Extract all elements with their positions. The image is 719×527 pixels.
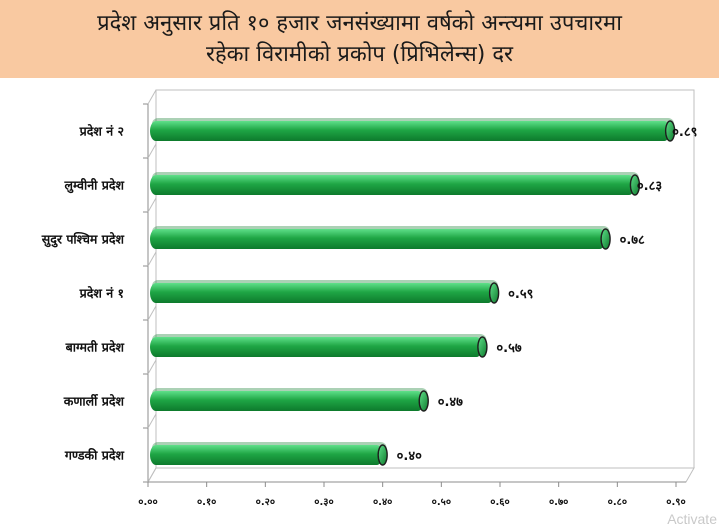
bar-end-cap [600, 228, 611, 250]
bar-body [150, 391, 424, 411]
bar-6 [150, 388, 429, 412]
category-label: प्रदेश नं १ [79, 286, 124, 301]
value-label: ०.५७ [496, 341, 521, 356]
category-label: लुम्वीनी प्रदेश [63, 178, 124, 194]
bar-body [150, 283, 495, 303]
y-axis-depth-tick [147, 89, 157, 105]
bar-end-cap [488, 282, 500, 304]
x-tick-label: ०.८० [608, 497, 627, 508]
bar-body [150, 175, 635, 195]
value-label: ०.८९ [672, 125, 697, 140]
bar-end-cap [418, 390, 429, 412]
bar-end-cap [629, 174, 641, 196]
x-tick-label: ०.२० [256, 497, 275, 508]
bar-end-cap [664, 120, 676, 142]
x-tick-label: ०.९० [666, 497, 685, 508]
bar-body [150, 229, 606, 249]
category-label: कणार्ली प्रदेश [63, 394, 125, 409]
y-axis-depth-tick [147, 143, 157, 159]
bar-body [150, 337, 483, 357]
category-label: प्रदेश नं २ [79, 124, 124, 139]
plot-floor [147, 467, 695, 483]
y-axis-depth-tick [147, 413, 157, 429]
bar-body [150, 445, 383, 465]
chart-title-band: प्रदेश अनुसार प्रति १० हजार जनसंख्यामा व… [0, 0, 719, 78]
bar-5 [150, 334, 488, 358]
category-label: सुदुर पश्चिम प्रदेश [41, 232, 125, 248]
bar-2 [150, 172, 641, 196]
x-tick-label: ०.१० [197, 497, 216, 508]
y-axis-depth-tick [147, 251, 157, 267]
value-label: ०.५९ [508, 287, 533, 302]
axes: ०.०० ०.१० ०.२० ०.३० ०.४० ०.५० ०.६० ०.७० ०.८० ०.९० [138, 89, 686, 508]
value-label: ०.८३ [637, 179, 662, 194]
bar-7 [150, 442, 388, 466]
x-tick-label: ०.०० [138, 497, 157, 508]
bar-end-cap [477, 336, 488, 358]
x-tick-label: ०.३० [314, 497, 333, 508]
value-label: ०.७८ [620, 233, 645, 248]
bars [150, 118, 676, 466]
category-label: गण्डकी प्रदेश [64, 448, 125, 463]
bar-end-cap [377, 444, 388, 466]
bar-3 [150, 226, 611, 250]
y-axis-depth-tick [147, 305, 157, 321]
value-label: ०.४७ [438, 395, 463, 410]
bar-body [150, 121, 671, 141]
value-label: ०.४० [397, 449, 422, 464]
y-axis-depth-tick [147, 197, 157, 213]
y-axis-depth-tick [147, 467, 157, 483]
x-tick-label: ०.४० [373, 497, 392, 508]
chart-title-line-2: रहेका विरामीको प्रकोप (प्रिभिलेन्स) दर [205, 42, 514, 67]
plot-back-wall [155, 89, 695, 468]
labels: प्रदेश नं २ ०.८९ लुम्वीनी प्रदेश ०.८३ सुदुर … [41, 124, 698, 465]
x-tick-label: ०.७० [549, 497, 568, 508]
y-axis-depth-tick [147, 359, 157, 375]
chart-title-line-1: प्रदेश अनुसार प्रति १० हजार जनसंख्यामा व… [97, 11, 622, 36]
bar-4 [150, 280, 500, 304]
x-tick-label: ०.५० [432, 497, 451, 508]
activate-watermark: Activate [667, 511, 717, 527]
x-tick-label: ०.६० [490, 497, 509, 508]
bar-1 [150, 118, 676, 142]
category-label: बाग्मती प्रदेश [65, 340, 125, 355]
